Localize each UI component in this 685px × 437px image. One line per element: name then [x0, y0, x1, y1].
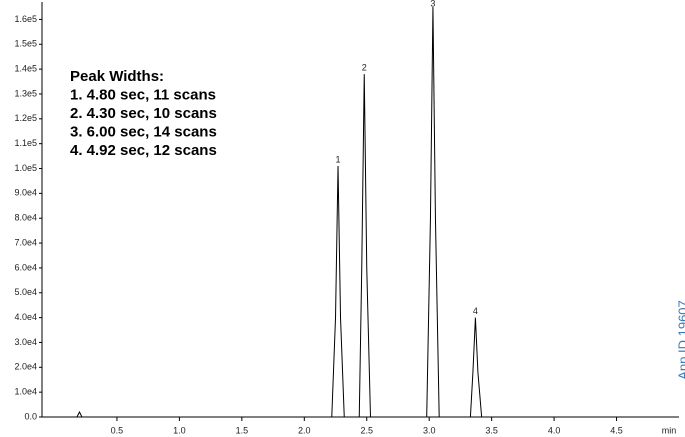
y-tick-label: 1.4e5: [14, 63, 37, 73]
y-tick-label: 8.0e4: [14, 213, 37, 223]
trace: [42, 6, 679, 418]
x-tick-label: 2.0: [298, 425, 311, 435]
y-tick-label: 2.0e4: [14, 362, 37, 372]
y-tick-label: 1.0e4: [14, 387, 37, 397]
x-axis-label: min: [662, 425, 677, 435]
y-tick-label: 6.0e4: [14, 262, 37, 272]
y-tick-label: 1.1e5: [14, 138, 37, 148]
y-tick-label: 1.2e5: [14, 113, 37, 123]
annotation-line: 1. 4.80 sec, 11 scans: [70, 86, 216, 103]
peak-label: 1: [336, 154, 341, 164]
x-tick-label: 3.0: [423, 425, 436, 435]
y-tick-label: 4.0e4: [14, 312, 37, 322]
x-tick-label: 3.5: [485, 425, 498, 435]
annotation-line: 4. 4.92 sec, 12 scans: [70, 142, 217, 159]
y-tick-label: 3.0e4: [14, 337, 37, 347]
app-id: App ID 19607: [675, 300, 685, 380]
x-tick-label: 4.5: [610, 425, 623, 435]
peak-label: 3: [430, 0, 435, 8]
y-tick-label: 0.0: [24, 411, 37, 421]
x-tick-label: 4.0: [548, 425, 561, 435]
y-tick-label: 1.5e5: [14, 39, 37, 49]
y-tick-label: 9.0e4: [14, 188, 37, 198]
x-tick-label: 0.5: [111, 425, 124, 435]
x-tick-label: 1.0: [173, 425, 186, 435]
y-tick-label: 1.0e5: [14, 163, 37, 173]
x-tick-label: 2.5: [360, 425, 373, 435]
x-tick-label: 1.5: [236, 425, 249, 435]
y-tick-label: 1.3e5: [14, 88, 37, 98]
annotation-line: Peak Widths:: [70, 68, 164, 85]
peak-label: 2: [362, 62, 367, 72]
y-tick-label: 5.0e4: [14, 287, 37, 297]
y-tick-label: 7.0e4: [14, 237, 37, 247]
peak-label: 4: [473, 306, 478, 316]
annotation-line: 3. 6.00 sec, 14 scans: [70, 123, 217, 140]
y-tick-label: 1.6e5: [14, 14, 37, 24]
annotation-line: 2. 4.30 sec, 10 scans: [70, 105, 217, 122]
